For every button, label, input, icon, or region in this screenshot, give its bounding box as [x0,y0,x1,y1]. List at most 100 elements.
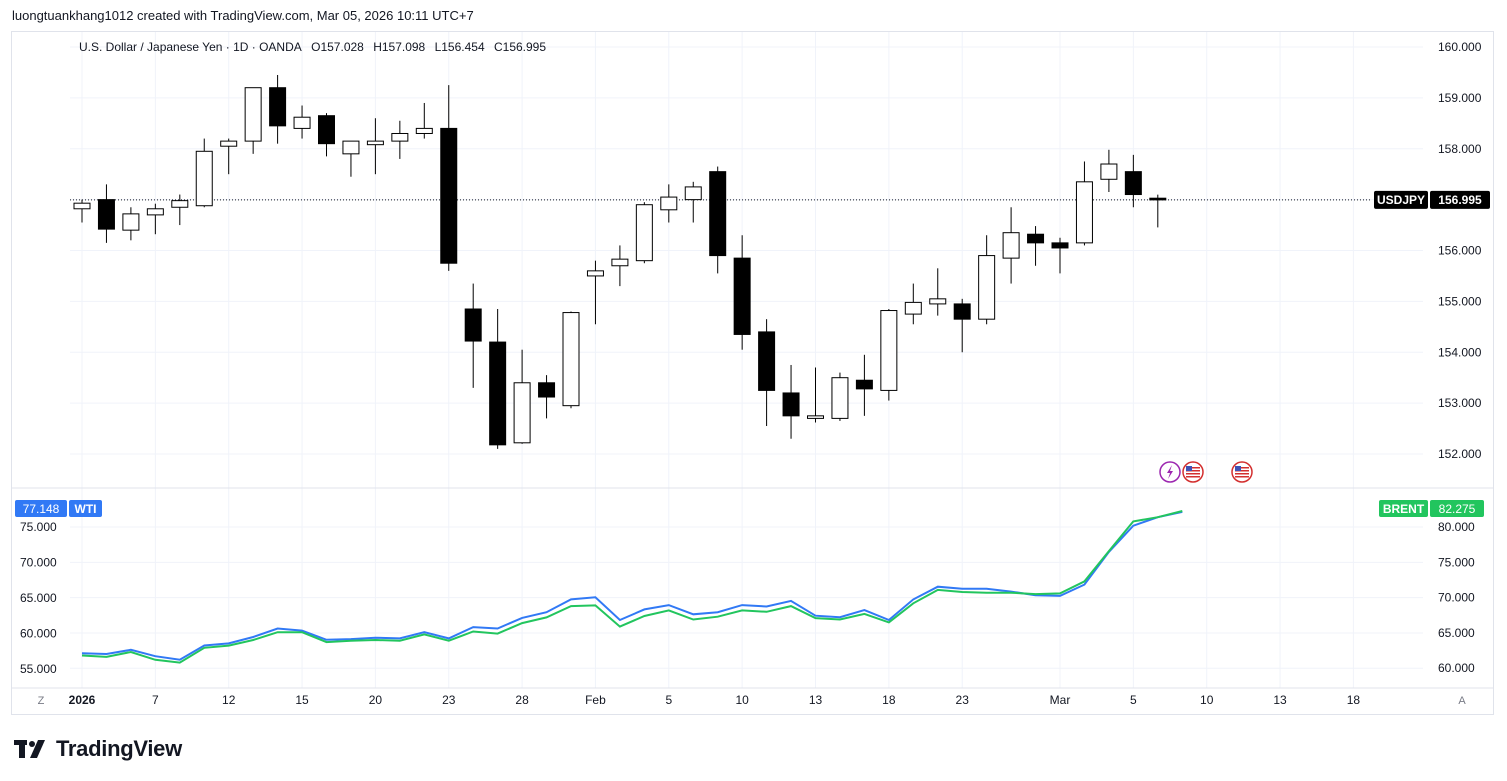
wti-axis-tick-label: 75.000 [20,520,57,534]
candle-body[interactable] [1100,163,1118,180]
candle-body[interactable] [855,379,873,390]
usdjpy-label-text: USDJPY [1377,193,1425,207]
candle-body[interactable] [1002,232,1020,259]
brent-axis-tick-label: 80.000 [1438,520,1475,534]
lightning-icon [1167,465,1173,479]
candle-body[interactable] [220,140,238,147]
candle-body[interactable] [73,202,91,210]
brent-value-text: 82.275 [1439,502,1476,516]
candle-body[interactable] [611,258,629,267]
wti-value-text: 77.148 [23,502,60,516]
candle-body[interactable] [440,127,458,264]
symbol-legend: U.S. Dollar / Japanese Yen · 1D · OANDA … [79,40,552,54]
candle-body[interactable] [660,196,678,211]
brent-axis-tick-label: 70.000 [1438,591,1475,605]
usdjpy-price-text: 156.995 [1438,193,1482,207]
candle-body[interactable] [195,150,213,207]
wti-axis-tick-label: 65.000 [20,591,57,605]
candle-body[interactable] [489,341,507,446]
brent-series-line[interactable] [81,510,1183,664]
candle-body[interactable] [684,186,702,201]
flag-stripe [1235,470,1249,472]
candle-body[interactable] [366,140,384,146]
auto-scale-toggle-bg[interactable] [1454,692,1470,708]
us-flag-event-icon[interactable] [1182,461,1204,483]
candle-body[interactable] [1051,242,1069,249]
candle-body[interactable] [415,127,433,134]
candle-body[interactable] [513,382,531,444]
wti-series-line[interactable] [81,510,1183,661]
flag-stripe [1186,476,1200,478]
candle-body[interactable] [758,331,776,391]
legend-open: O157.028 [311,40,364,54]
candle-body[interactable] [122,213,140,231]
candle-body[interactable] [1149,197,1167,201]
time-axis-tick-label: 20 [369,693,383,707]
tradingview-wordmark: TradingView [56,736,182,761]
candle-body[interactable] [562,312,580,407]
candle-body[interactable] [464,308,482,342]
time-axis-tick-label: 18 [1347,693,1361,707]
brent-axis-tick-label: 75.000 [1438,555,1475,569]
flag-stripe [1235,473,1249,475]
candle-body[interactable] [929,298,947,305]
brent-label-badge [1379,500,1428,517]
candle-body[interactable] [953,303,971,320]
candle-body[interactable] [171,200,189,208]
candle-body[interactable] [978,255,996,320]
candle-body[interactable] [782,392,800,417]
price-axis-tick-label: 152.000 [1438,447,1482,461]
wti-axis-tick-label: 70.000 [20,556,57,570]
price-axis-tick-label: 153.000 [1438,396,1482,410]
tradingview-mark-icon [14,740,45,758]
candle-body[interactable] [244,87,262,142]
tradingview-logo[interactable]: TradingView [14,736,182,762]
flag-stripe [1186,473,1200,475]
time-axis-tick-label: 7 [152,693,159,707]
candle-body[interactable] [269,87,287,127]
log-scale-toggle-bg[interactable] [33,692,49,708]
flag-stripe [1235,467,1249,469]
us-flag-event-icon[interactable] [1231,461,1253,483]
time-axis-tick-label: 10 [735,693,749,707]
flag-canton [1186,466,1192,471]
candle-body[interactable] [146,208,164,216]
time-axis-tick-label: 12 [222,693,236,707]
candle-body[interactable] [97,199,115,230]
time-axis-tick-label: 23 [442,693,456,707]
legend-low: L156.454 [434,40,485,54]
candle-body[interactable] [733,257,751,335]
price-axis-tick-label: 154.000 [1438,345,1482,359]
scale-toggle-z: Z [38,695,45,707]
candle-body[interactable] [586,270,604,277]
candle-body[interactable] [709,171,727,257]
candle-body[interactable] [342,140,360,155]
brent-axis-tick-label: 65.000 [1438,626,1475,640]
price-axis-tick-label: 159.000 [1438,91,1482,105]
candle-body[interactable] [880,310,898,391]
candle-body[interactable] [538,382,556,398]
time-axis-tick-label: 5 [665,693,672,707]
candle-body[interactable] [318,115,335,145]
candle-body[interactable] [1124,171,1142,196]
time-axis-tick-label: 15 [295,693,309,707]
candle-body[interactable] [391,132,409,142]
time-axis-tick-label: 28 [515,693,529,707]
candle-body[interactable] [293,116,311,129]
candle-body[interactable] [1027,233,1045,244]
usdjpy-price-badge [1430,190,1490,209]
candle-body[interactable] [904,301,922,315]
legend-symbol: U.S. Dollar / Japanese Yen · 1D · OANDA [79,40,302,54]
candle-body[interactable] [635,204,653,262]
candle-body[interactable] [831,377,849,419]
chart-credit: luongtuankhang1012 created with TradingV… [12,8,474,23]
time-axis-tick-label: 10 [1200,693,1214,707]
flag-stripe [1235,476,1249,478]
flag-stripe [1186,470,1200,472]
time-axis-tick-label: 2026 [69,693,96,707]
candle-body[interactable] [807,415,824,419]
time-axis-tick-label: 13 [809,693,823,707]
brent-label-text: BRENT [1383,502,1425,516]
candle-body[interactable] [1075,181,1093,244]
